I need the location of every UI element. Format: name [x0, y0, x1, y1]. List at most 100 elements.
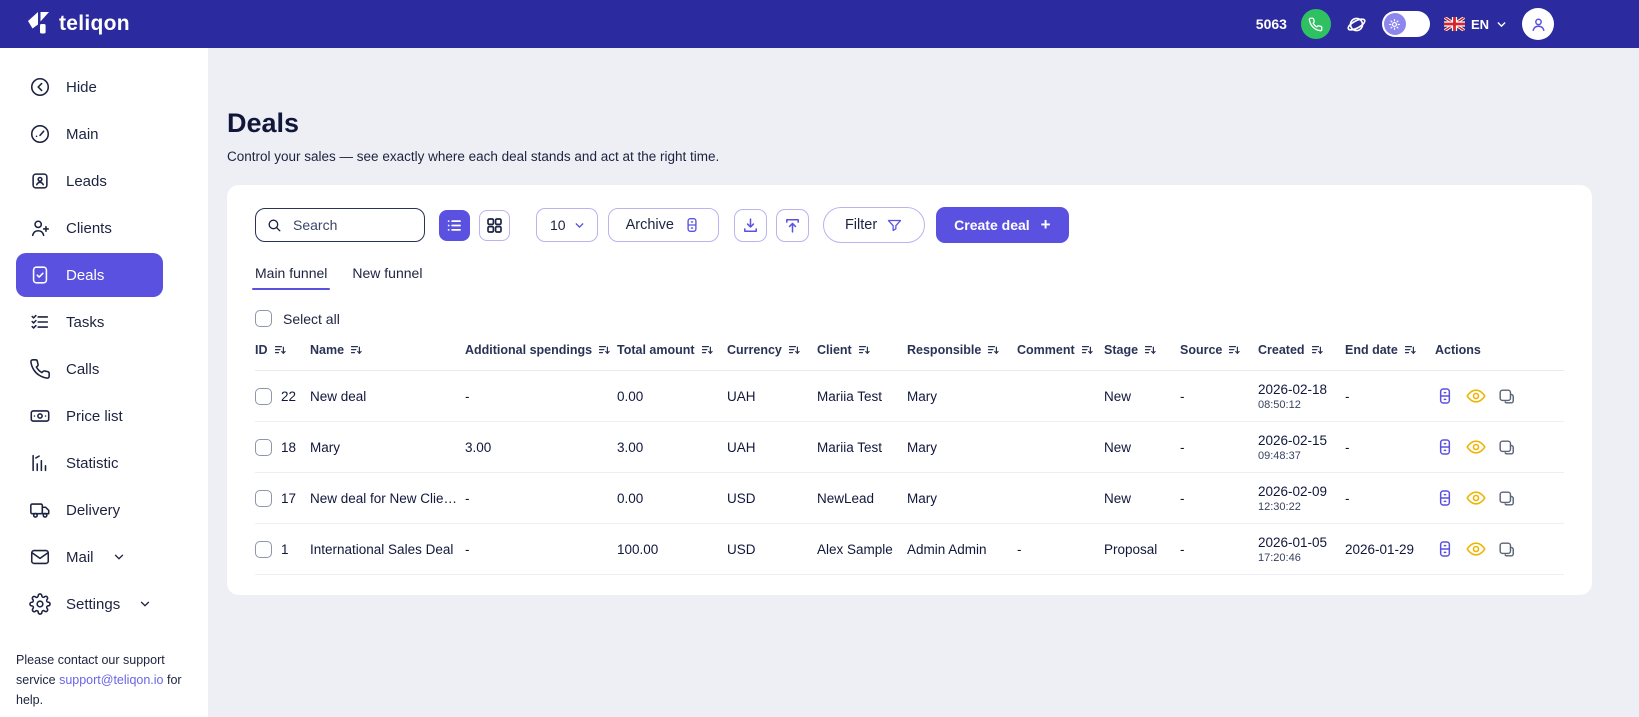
- archive-action-button[interactable]: [1435, 386, 1455, 406]
- column-header-end-date[interactable]: End date: [1345, 343, 1435, 357]
- table-header-row: ID Name Additional spendings Total amount Cu…: [255, 343, 1564, 371]
- brand-logo[interactable]: teliqon: [26, 11, 130, 38]
- sort-icon[interactable]: [350, 344, 362, 356]
- sidebar-item-statistic[interactable]: Statistic: [16, 441, 163, 485]
- list-view-button[interactable]: [439, 209, 470, 241]
- theme-toggle[interactable]: [1381, 11, 1430, 37]
- archive-button[interactable]: Archive: [607, 208, 719, 242]
- cell-responsible: Mary: [907, 439, 937, 455]
- search-input[interactable]: [291, 216, 414, 234]
- tab-main-funnel[interactable]: Main funnel: [251, 265, 331, 290]
- sidebar-item-deals[interactable]: Deals: [16, 253, 163, 297]
- user-avatar[interactable]: [1522, 8, 1554, 40]
- sort-icon[interactable]: [788, 344, 800, 356]
- sidebar-item-mail[interactable]: Mail: [16, 535, 163, 579]
- create-deal-button[interactable]: Create deal +: [936, 207, 1069, 243]
- column-header-client[interactable]: Client: [817, 343, 907, 357]
- column-header-id[interactable]: ID: [255, 343, 310, 357]
- network-status-icon[interactable]: [1345, 13, 1368, 36]
- column-label: Total amount: [617, 343, 695, 357]
- column-header-stage[interactable]: Stage: [1104, 343, 1180, 357]
- row-checkbox[interactable]: [255, 438, 272, 456]
- archive-action-button[interactable]: [1435, 437, 1455, 457]
- sort-icon[interactable]: [274, 344, 286, 356]
- sidebar-item-hide[interactable]: Hide: [16, 65, 163, 109]
- sidebar-item-main[interactable]: Main: [16, 112, 163, 156]
- view-action-button[interactable]: [1466, 488, 1486, 508]
- copy-icon: [1497, 540, 1516, 559]
- sidebar-item-settings[interactable]: Settings: [16, 582, 163, 626]
- import-button[interactable]: [733, 208, 767, 242]
- sidebar-item-delivery[interactable]: Delivery: [16, 488, 163, 532]
- cell-id: 17: [281, 490, 297, 506]
- funnel-tabs: Main funnel New funnel: [251, 265, 1564, 290]
- sidebar-item-calls[interactable]: Calls: [16, 347, 163, 391]
- column-header-name[interactable]: Name: [310, 343, 465, 357]
- sort-icon[interactable]: [987, 344, 1000, 356]
- search-box[interactable]: [255, 208, 425, 242]
- sidebar-item-label: Mail: [66, 548, 94, 566]
- column-header-currency[interactable]: Currency: [727, 343, 817, 357]
- select-all-checkbox[interactable]: [255, 310, 272, 327]
- row-checkbox[interactable]: [255, 387, 272, 405]
- cell-actions: [1435, 539, 1564, 559]
- grid-view-icon: [485, 216, 504, 235]
- view-action-button[interactable]: [1466, 437, 1486, 457]
- sort-icon[interactable]: [1311, 344, 1323, 356]
- column-label: Additional spendings: [465, 343, 593, 357]
- copy-action-button[interactable]: [1497, 438, 1516, 457]
- toolbar: 10 Archive: [255, 207, 1564, 243]
- cell-source: -: [1180, 439, 1185, 455]
- filter-button[interactable]: Filter: [822, 207, 926, 243]
- column-header-additional-spendings[interactable]: Additional spendings: [465, 343, 617, 357]
- sidebar-item-leads[interactable]: Leads: [16, 159, 163, 203]
- archive-action-button[interactable]: [1435, 488, 1455, 508]
- column-header-created[interactable]: Created: [1258, 343, 1345, 357]
- cell-source: -: [1180, 388, 1185, 404]
- cell-stage: New: [1104, 388, 1132, 404]
- tab-new-funnel[interactable]: New funnel: [352, 265, 423, 281]
- copy-action-button[interactable]: [1497, 540, 1516, 559]
- sort-icon[interactable]: [1144, 344, 1156, 356]
- created-time: 17:20:46: [1258, 551, 1301, 564]
- page-size-select[interactable]: 10: [536, 208, 598, 242]
- banknote-icon: [29, 405, 51, 427]
- sort-icon[interactable]: [598, 344, 610, 356]
- grid-view-button[interactable]: [479, 209, 510, 241]
- row-checkbox[interactable]: [255, 540, 272, 558]
- sort-icon[interactable]: [1228, 344, 1241, 356]
- truck-icon: [29, 499, 51, 521]
- sidebar-item-clients[interactable]: Clients: [16, 206, 163, 250]
- sidebar-item-price-list[interactable]: Price list: [16, 394, 163, 438]
- column-label: Currency: [727, 343, 782, 357]
- archive-action-button[interactable]: [1435, 539, 1455, 559]
- copy-action-button[interactable]: [1497, 489, 1516, 508]
- language-selector[interactable]: EN: [1443, 17, 1508, 32]
- sort-icon[interactable]: [701, 344, 713, 356]
- view-action-button[interactable]: [1466, 539, 1486, 559]
- sort-icon[interactable]: [1404, 344, 1416, 356]
- sidebar-item-tasks[interactable]: Tasks: [16, 300, 163, 344]
- sort-icon[interactable]: [1081, 344, 1093, 356]
- column-header-responsible[interactable]: Responsible: [907, 343, 1017, 357]
- export-button[interactable]: [775, 208, 809, 242]
- sort-icon[interactable]: [858, 344, 870, 356]
- funnel-icon: [886, 217, 903, 234]
- cell-actions: [1435, 488, 1564, 508]
- support-email-link[interactable]: support@teliqon.io: [59, 673, 164, 687]
- call-button[interactable]: [1300, 9, 1331, 39]
- theme-toggle-knob: [1383, 13, 1406, 35]
- column-header-comment[interactable]: Comment: [1017, 343, 1104, 357]
- cell-client: NewLead: [817, 490, 875, 506]
- cell-created: 2026-02-18 08:50:12: [1258, 382, 1345, 411]
- sidebar-item-label: Tasks: [66, 313, 105, 331]
- row-checkbox[interactable]: [255, 489, 272, 507]
- plus-icon: +: [1040, 215, 1051, 234]
- copy-action-button[interactable]: [1497, 387, 1516, 406]
- cell-client: Alex Sample: [817, 541, 893, 557]
- archive-icon: [1435, 488, 1455, 508]
- view-action-button[interactable]: [1466, 386, 1486, 406]
- column-header-source[interactable]: Source: [1180, 343, 1258, 357]
- cell-created: 2026-02-15 09:48:37: [1258, 433, 1345, 462]
- column-header-total-amount[interactable]: Total amount: [617, 343, 727, 357]
